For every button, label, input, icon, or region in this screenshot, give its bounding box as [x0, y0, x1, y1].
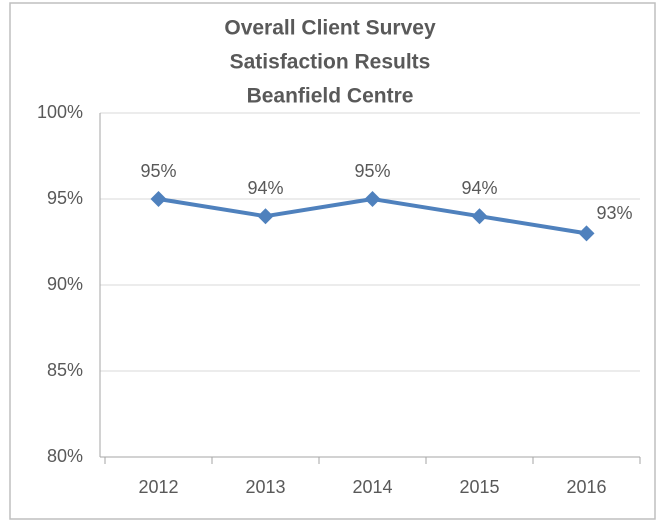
marker [471, 208, 488, 225]
data-label: 94% [461, 178, 497, 198]
chart-title: Satisfaction Results [230, 51, 431, 74]
chart-border [9, 2, 656, 520]
y-tick-label: 95% [47, 188, 83, 208]
x-tick-label: 2014 [352, 477, 392, 497]
x-tick-label: 2016 [566, 477, 606, 497]
chart-title: Overall Client Survey [224, 17, 436, 40]
data-label: 93% [596, 203, 632, 223]
chart-title: Beanfield Centre [247, 85, 414, 108]
y-tick-label: 85% [47, 360, 83, 380]
y-tick-label: 80% [47, 446, 83, 466]
data-label: 95% [354, 161, 390, 181]
x-tick-label: 2013 [245, 477, 285, 497]
marker [257, 208, 274, 225]
data-label: 95% [140, 161, 176, 181]
data-label: 94% [247, 178, 283, 198]
y-tick-label: 100% [37, 102, 83, 122]
y-tick-label: 90% [47, 274, 83, 294]
marker [364, 191, 381, 207]
x-tick-label: 2015 [459, 477, 499, 497]
x-tick-label: 2012 [138, 477, 178, 497]
marker [150, 191, 167, 207]
marker [578, 225, 595, 242]
